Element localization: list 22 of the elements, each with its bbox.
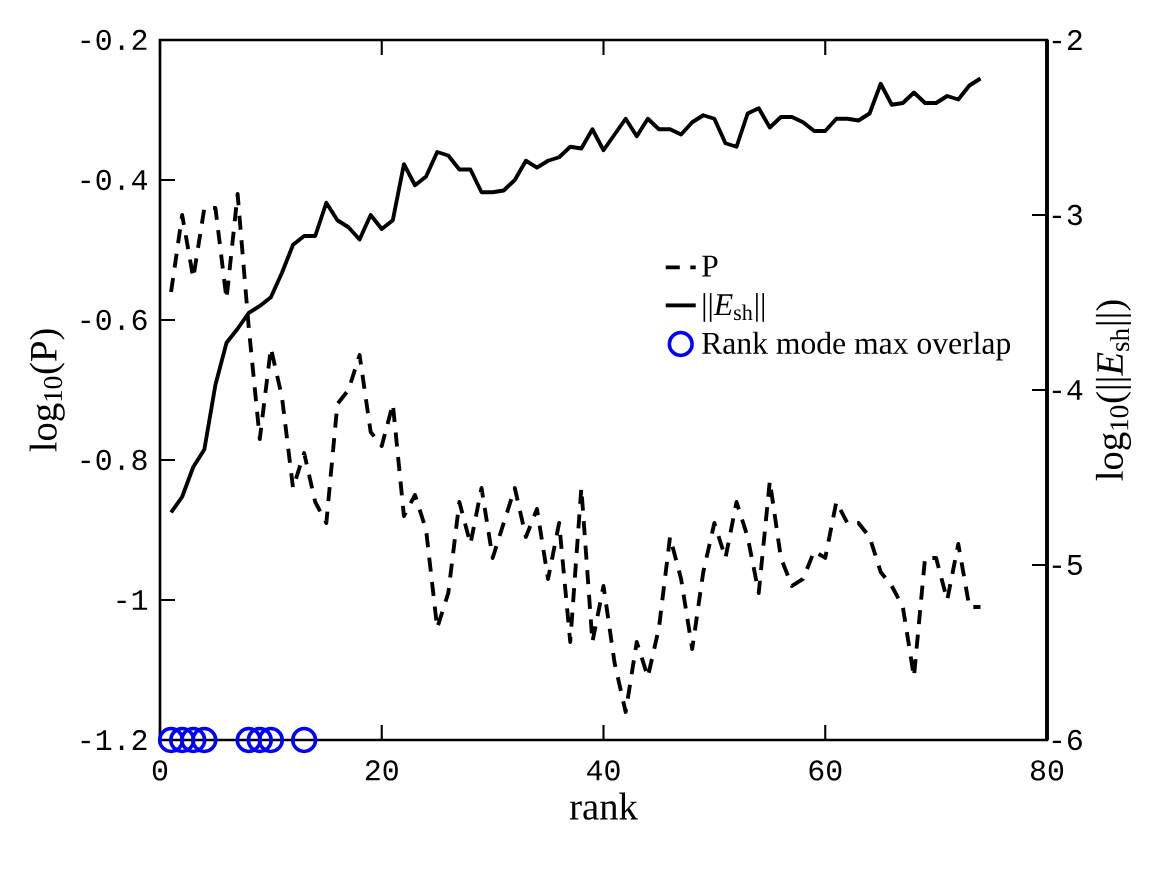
legend-label: P <box>702 255 718 277</box>
y2-tick-label: -5 <box>1052 555 1082 575</box>
x-tick-label: 40 <box>587 760 620 781</box>
x-axis-title: rank <box>569 792 638 820</box>
x-tick-label: 60 <box>809 760 842 781</box>
y2-tick-label: -3 <box>1052 204 1082 226</box>
legend-label: ||E$_{sh}$|| <box>703 293 765 322</box>
y2-axis-title: log$_{10}$(||E$_{sh}$||) <box>1095 300 1132 481</box>
y-axis-title: log$_{10}$(P) <box>29 329 65 452</box>
y-tick-label: -1 <box>117 590 148 610</box>
legend-label: Rank mode max overlap <box>702 331 1011 361</box>
y-tick-label: -1.2 <box>81 730 147 750</box>
y-tick-label: -0.8 <box>81 449 147 471</box>
x-tick-label: 0 <box>152 760 168 781</box>
y-tick-label: -0.2 <box>81 29 147 51</box>
y-tick-label: -0.4 <box>81 169 147 191</box>
x-tick-label: 80 <box>1031 760 1064 781</box>
x-tick-label: 20 <box>365 760 398 781</box>
y2-tick-label: -6 <box>1052 729 1082 751</box>
y2-tick-label: -2 <box>1052 30 1082 50</box>
y-tick-label: -0.6 <box>81 309 147 331</box>
y2-tick-label: -4 <box>1052 380 1083 400</box>
